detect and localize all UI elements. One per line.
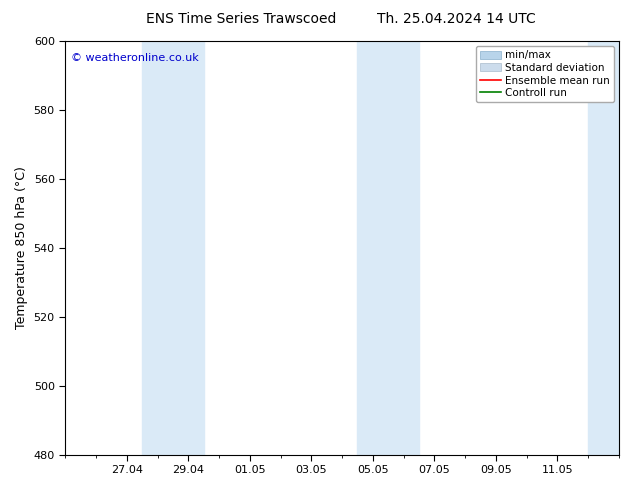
Text: © weatheronline.co.uk: © weatheronline.co.uk [71, 53, 198, 64]
Text: Th. 25.04.2024 14 UTC: Th. 25.04.2024 14 UTC [377, 12, 536, 26]
Bar [142, 41, 204, 455]
Y-axis label: Temperature 850 hPa (°C): Temperature 850 hPa (°C) [15, 167, 28, 329]
Bar [588, 41, 619, 455]
Legend: min/max, Standard deviation, Ensemble mean run, Controll run: min/max, Standard deviation, Ensemble me… [476, 46, 614, 102]
Bar [358, 41, 419, 455]
Text: ENS Time Series Trawscoed: ENS Time Series Trawscoed [146, 12, 336, 26]
